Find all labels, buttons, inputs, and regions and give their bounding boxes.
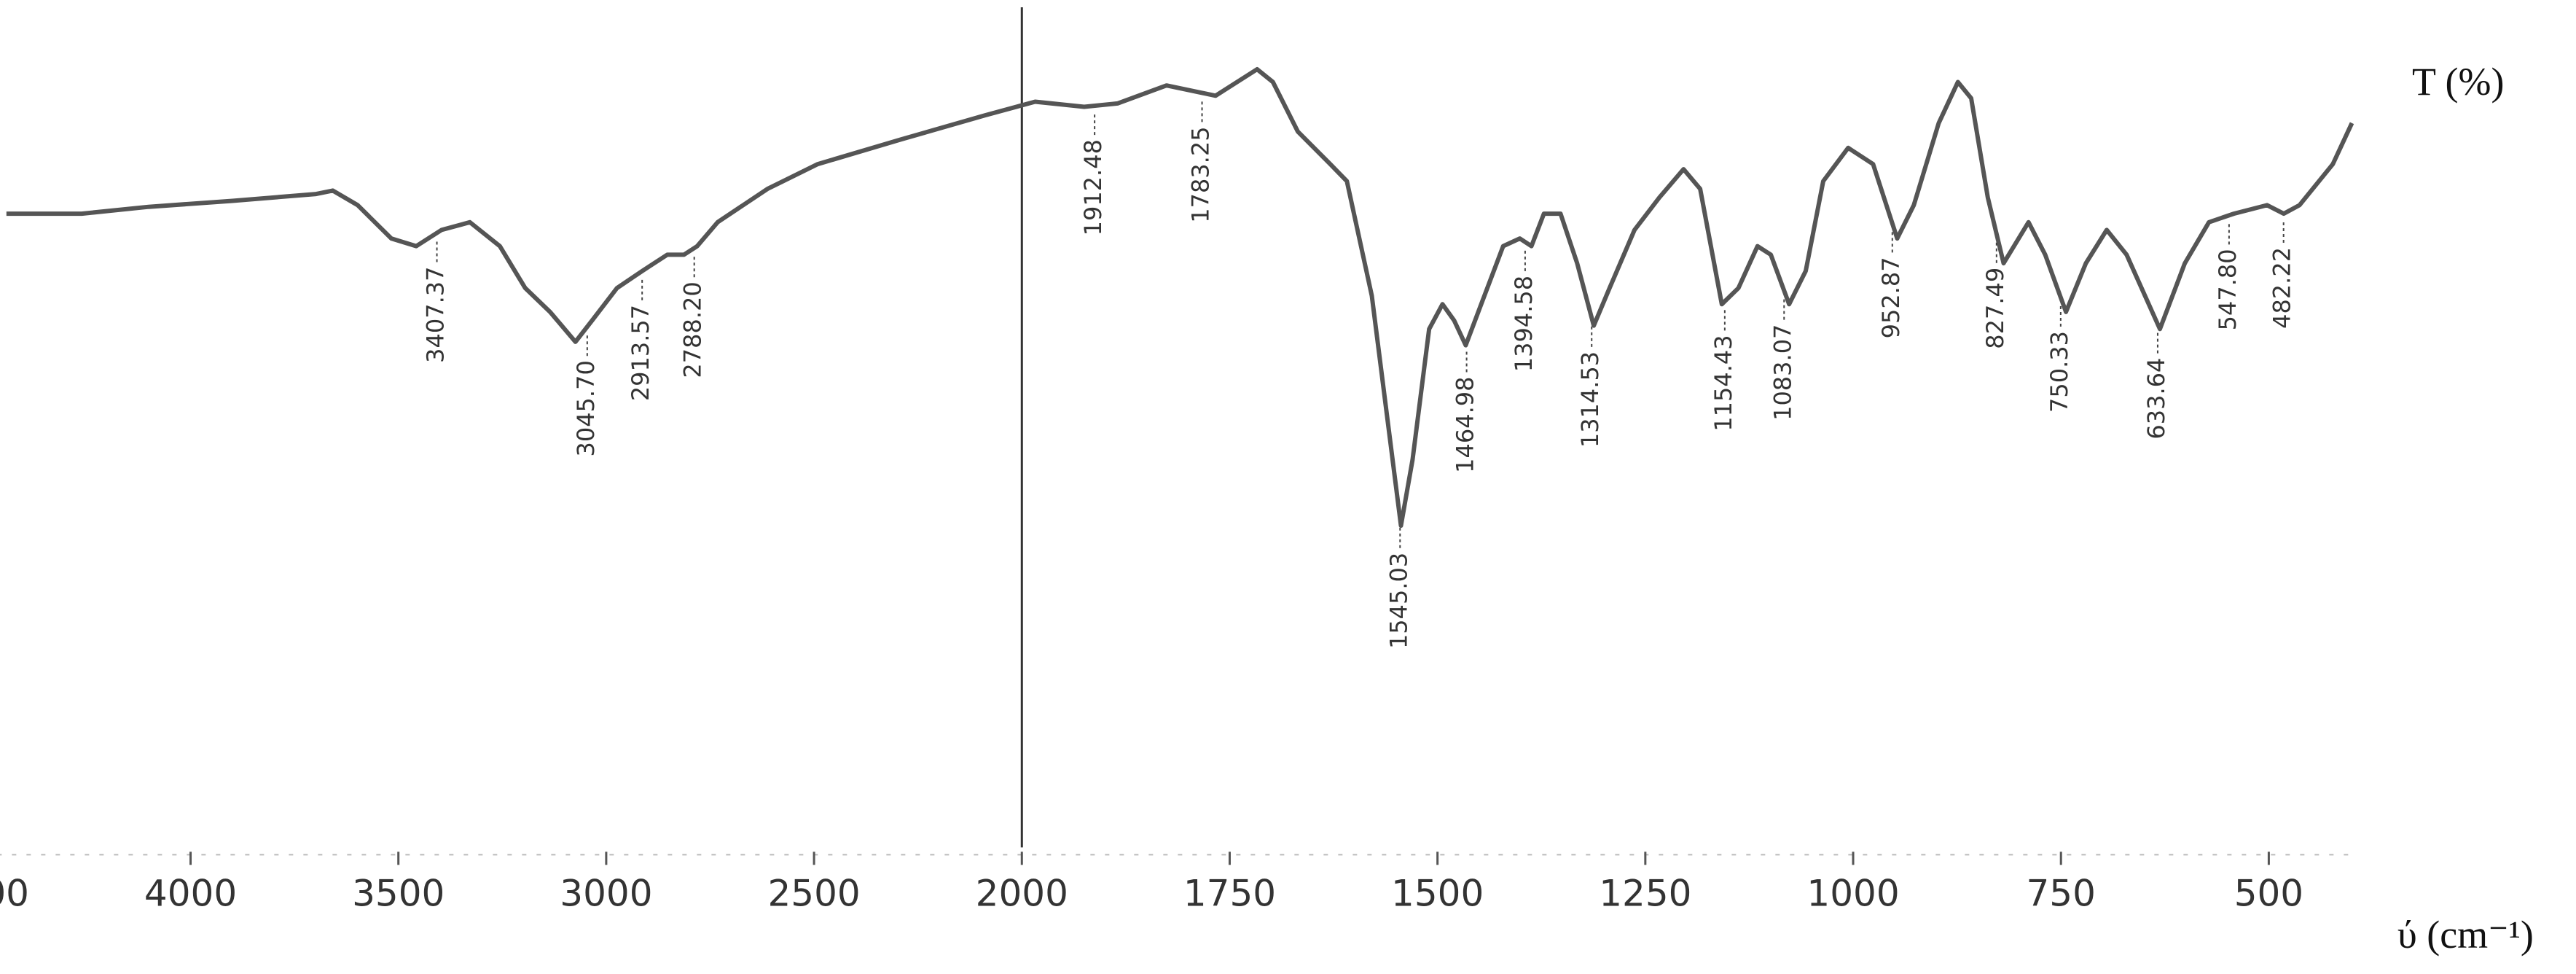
- spectrum-line: [6, 67, 2354, 528]
- peak-label: 1464.98: [1452, 377, 1479, 473]
- y-axis-label: T (%): [2412, 60, 2504, 104]
- peak-label: 827.49: [1981, 268, 2009, 349]
- peak-label: 1394.58: [1510, 276, 1538, 372]
- peak-label: 1783.25: [1187, 126, 1215, 222]
- x-tick-label: 2000: [976, 872, 1068, 914]
- peak-label: 2913.57: [627, 305, 654, 401]
- x-tick-label: 3500: [352, 872, 445, 914]
- peak-label: 633.64: [2142, 358, 2170, 440]
- x-axis-label: ύ (cm⁻¹): [2397, 913, 2534, 957]
- x-tick-label: 1250: [1599, 872, 1691, 914]
- peak-label: 3045.70: [572, 360, 600, 456]
- peak-label: 1154.43: [1710, 335, 1737, 431]
- x-tick-label: 4000: [144, 872, 237, 914]
- x-tick-label: 4500: [0, 872, 29, 914]
- x-tick-label: 3000: [560, 872, 652, 914]
- x-tick-label: 750: [2027, 872, 2096, 914]
- peak-label: 3407.37: [422, 267, 450, 363]
- peak-label: 750.33: [2045, 331, 2073, 413]
- peak-label: 1545.03: [1385, 553, 1412, 649]
- x-tick-label: 1500: [1391, 872, 1484, 914]
- peak-label: 952.87: [1877, 257, 1905, 338]
- peak-label: 1083.07: [1769, 324, 1796, 421]
- peak-label: 1314.53: [1576, 351, 1604, 448]
- peak-label: 482.22: [2268, 247, 2296, 329]
- x-tick-label: 2500: [767, 872, 860, 914]
- peak-label: 1912.48: [1079, 139, 1107, 235]
- peak-label: 547.80: [2214, 249, 2242, 330]
- peak-label: 2788.20: [679, 281, 707, 378]
- x-tick-label: 1750: [1183, 872, 1276, 914]
- x-tick-label: 500: [2234, 872, 2303, 914]
- x-tick-label: 1000: [1806, 872, 1899, 914]
